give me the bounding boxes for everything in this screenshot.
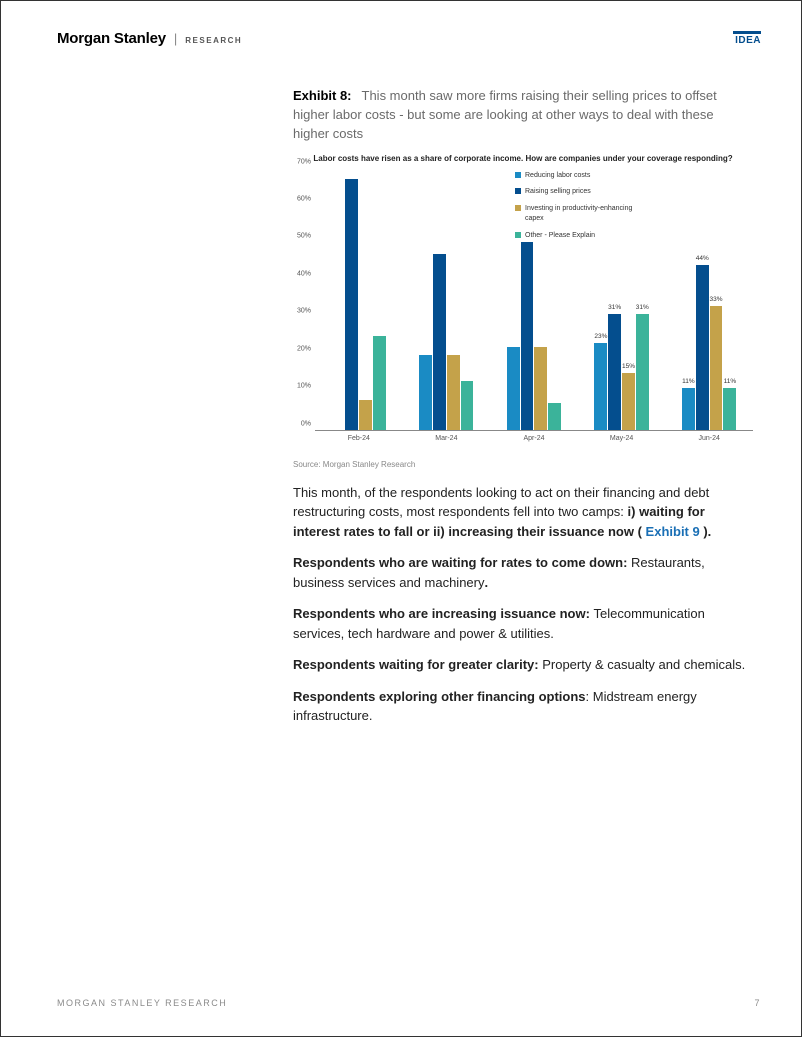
y-tick: 20% — [297, 345, 311, 352]
exhibit-9-link[interactable]: Exhibit 9 — [646, 524, 700, 539]
bar-group: 23%31%15%31% — [594, 314, 648, 430]
idea-text: IDEA — [733, 35, 761, 46]
paragraph-1: This month, of the respondents looking t… — [293, 483, 753, 542]
p1-bold-b: ). — [700, 524, 712, 539]
exhibit-label: Exhibit 8: — [293, 88, 352, 103]
chart-plot: Reducing labor costsRaising selling pric… — [293, 169, 753, 449]
x-tick: Mar-24 — [403, 431, 491, 449]
paragraph-5: Respondents exploring other financing op… — [293, 687, 753, 726]
page: Morgan Stanley | RESEARCH IDEA Exhibit 8… — [0, 0, 802, 1037]
bar-value-label: 31% — [608, 304, 621, 311]
bar: 11% — [682, 388, 695, 429]
bar — [447, 355, 460, 430]
brand-divider: | — [174, 31, 177, 46]
exhibit-caption: Exhibit 8:This month saw more firms rais… — [293, 87, 753, 144]
bar — [373, 336, 386, 430]
bar — [507, 347, 520, 429]
content: Exhibit 8:This month saw more firms rais… — [293, 87, 753, 726]
bar — [548, 403, 561, 429]
bar: 23% — [594, 343, 607, 429]
bar-value-label: 11% — [682, 378, 695, 385]
brand-block: Morgan Stanley | RESEARCH — [57, 30, 242, 47]
chart: Labor costs have risen as a share of cor… — [293, 154, 753, 454]
bar: 31% — [608, 314, 621, 430]
bar-value-label: 23% — [594, 333, 607, 340]
y-axis: 0%10%20%30%40%50%60%70% — [293, 169, 315, 431]
bar: 11% — [723, 388, 736, 429]
body-text: This month, of the respondents looking t… — [293, 483, 753, 726]
bar-value-label: 15% — [622, 363, 635, 370]
brand-name: Morgan Stanley — [57, 30, 166, 47]
bar — [461, 381, 474, 430]
footer-left: MORGAN STANLEY RESEARCH — [57, 998, 227, 1008]
idea-badge: IDEA — [733, 31, 761, 46]
p4-bold: Respondents waiting for greater clarity: — [293, 657, 542, 672]
bar — [345, 179, 358, 430]
page-number: 7 — [754, 998, 761, 1008]
p2-period: . — [484, 575, 488, 590]
bar — [534, 347, 547, 429]
bar-value-label: 31% — [636, 304, 649, 311]
footer: MORGAN STANLEY RESEARCH 7 — [57, 998, 761, 1008]
bar: 31% — [636, 314, 649, 430]
p4-rest: Property & casualty and chemicals. — [542, 657, 745, 672]
idea-bar-icon — [733, 31, 761, 34]
x-tick: May-24 — [578, 431, 666, 449]
bar-value-label: 44% — [696, 255, 709, 262]
x-tick: Jun-24 — [665, 431, 753, 449]
y-tick: 0% — [301, 420, 311, 427]
bar: 15% — [622, 373, 635, 429]
exhibit-text: This month saw more firms raising their … — [293, 88, 717, 141]
y-tick: 70% — [297, 158, 311, 165]
bar-value-label: 33% — [710, 296, 723, 303]
paragraph-3: Respondents who are increasing issuance … — [293, 604, 753, 643]
bar: 33% — [710, 306, 723, 430]
brand-sub: RESEARCH — [185, 36, 242, 45]
x-tick: Feb-24 — [315, 431, 403, 449]
paragraph-4: Respondents waiting for greater clarity:… — [293, 655, 753, 675]
bar-group — [419, 254, 473, 430]
bar-value-label: 11% — [724, 378, 737, 385]
y-tick: 60% — [297, 195, 311, 202]
bar: 44% — [696, 265, 709, 430]
bar — [359, 400, 372, 430]
p5-bold: Respondents exploring other financing op… — [293, 689, 586, 704]
chart-source: Source: Morgan Stanley Research — [293, 460, 753, 469]
p3-bold: Respondents who are increasing issuance … — [293, 606, 594, 621]
plot-area: 23%31%15%31%11%44%33%11% — [315, 169, 753, 431]
bar-group: 11%44%33%11% — [682, 265, 736, 430]
y-tick: 30% — [297, 308, 311, 315]
header: Morgan Stanley | RESEARCH IDEA — [57, 25, 761, 51]
x-axis: Feb-24Mar-24Apr-24May-24Jun-24 — [315, 431, 753, 449]
chart-title: Labor costs have risen as a share of cor… — [293, 154, 753, 169]
y-tick: 10% — [297, 383, 311, 390]
bar-group — [332, 179, 386, 430]
bar — [521, 242, 534, 429]
y-tick: 50% — [297, 233, 311, 240]
x-tick: Apr-24 — [490, 431, 578, 449]
bar — [419, 355, 432, 430]
bar — [433, 254, 446, 430]
p2-bold: Respondents who are waiting for rates to… — [293, 555, 631, 570]
bar-group — [507, 242, 561, 429]
y-tick: 40% — [297, 270, 311, 277]
paragraph-2: Respondents who are waiting for rates to… — [293, 553, 753, 592]
